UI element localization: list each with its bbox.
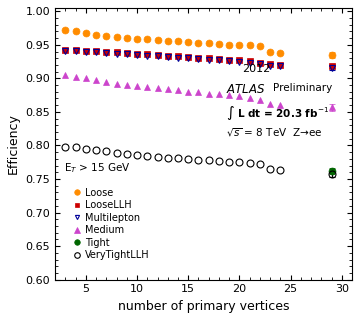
Text: 2012: 2012 (242, 64, 270, 74)
Text: $\mathbf{\mathit{ATLAS}}$: $\mathbf{\mathit{ATLAS}}$ (226, 83, 265, 96)
Text: $\int$ L dt = 20.3 fb$^{-1}$: $\int$ L dt = 20.3 fb$^{-1}$ (226, 104, 329, 122)
Text: $\sqrt{s}$ = 8 TeV  Z→ee: $\sqrt{s}$ = 8 TeV Z→ee (226, 126, 322, 139)
Legend: Loose, LooseLLH, Multilepton, Medium, Tight, VeryTightLLH: Loose, LooseLLH, Multilepton, Medium, Ti… (69, 184, 154, 264)
Text: Preliminary: Preliminary (273, 83, 333, 92)
Y-axis label: Efficiency: Efficiency (7, 113, 20, 174)
Text: E$_T$ > 15 GeV: E$_T$ > 15 GeV (64, 161, 131, 175)
X-axis label: number of primary vertices: number of primary vertices (118, 300, 289, 313)
